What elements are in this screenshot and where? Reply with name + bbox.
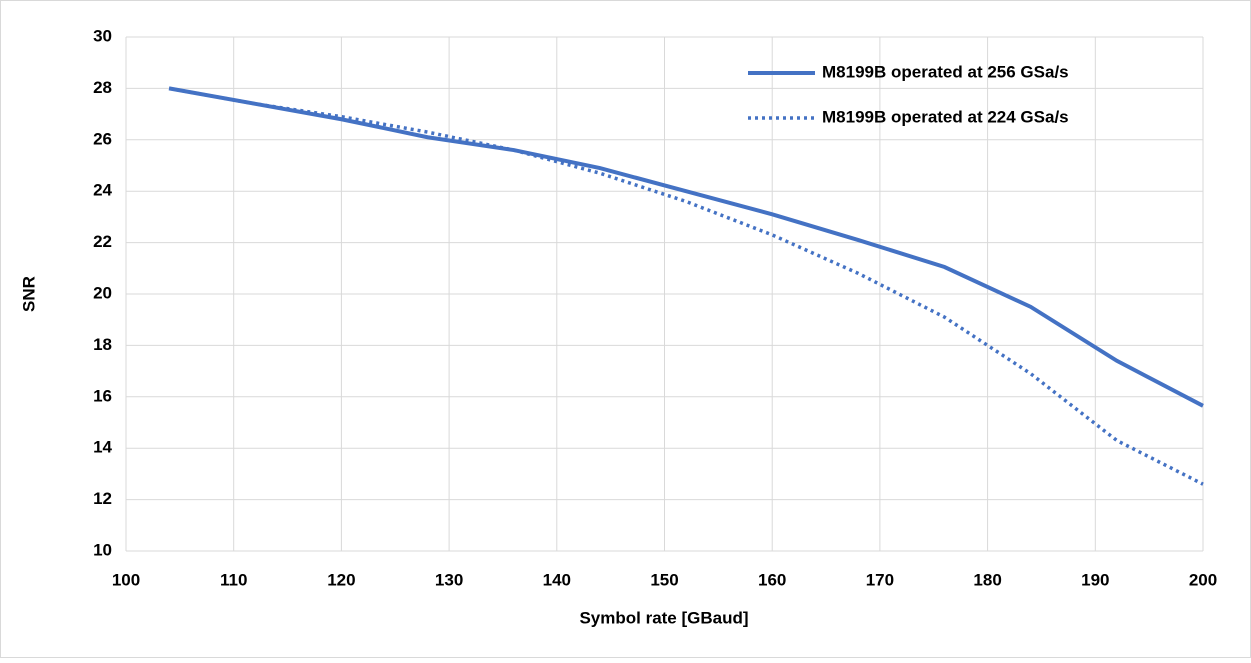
y-tick-label: 12 [93,489,112,508]
x-tick-label: 130 [435,570,463,589]
y-tick-label: 14 [93,438,112,457]
x-tick-label: 200 [1189,570,1217,589]
x-tick-label: 170 [866,570,894,589]
y-tick-label: 10 [93,540,112,559]
x-tick-label: 160 [758,570,786,589]
legend-label: M8199B operated at 224 GSa/s [822,107,1069,126]
x-tick-label: 190 [1081,570,1109,589]
x-tick-label: 140 [543,570,571,589]
y-tick-label: 28 [93,78,112,97]
y-tick-label: 20 [93,283,112,302]
legend-label: M8199B operated at 256 GSa/s [822,62,1069,81]
y-tick-label: 30 [93,26,112,45]
x-axis-label: Symbol rate [GBaud] [579,608,748,627]
data-line [168,86,1204,408]
y-tick-label: 22 [93,232,112,251]
x-tick-label: 180 [973,570,1001,589]
y-tick-label: 24 [93,181,112,200]
x-tick-label: 110 [220,570,247,589]
y-tick-label: 26 [93,129,112,148]
y-axis-label: SNR [19,276,38,312]
x-tick-label: 100 [112,570,140,589]
x-tick-label: 150 [650,570,678,589]
y-tick-label: 18 [93,335,112,354]
x-tick-label: 120 [327,570,355,589]
y-tick-label: 16 [93,386,112,405]
